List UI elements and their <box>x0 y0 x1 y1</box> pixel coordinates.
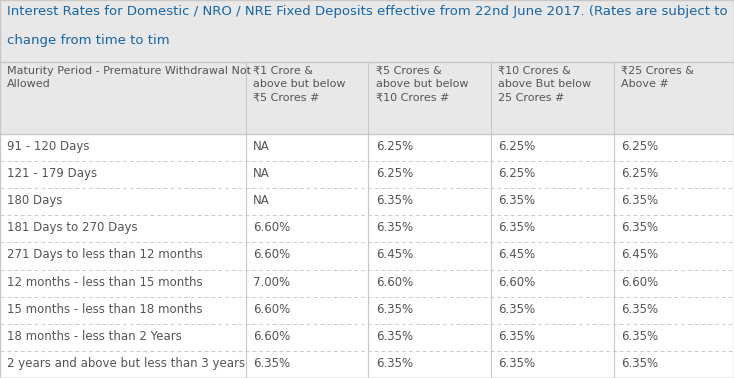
Text: 6.35%: 6.35% <box>621 330 658 343</box>
Text: 6.35%: 6.35% <box>376 357 413 370</box>
Text: 181 Days to 270 Days: 181 Days to 270 Days <box>7 221 138 234</box>
Text: 6.35%: 6.35% <box>498 357 536 370</box>
Text: 6.35%: 6.35% <box>376 303 413 316</box>
Text: 271 Days to less than 12 months: 271 Days to less than 12 months <box>7 248 203 262</box>
Text: 6.25%: 6.25% <box>621 140 658 153</box>
Text: 6.25%: 6.25% <box>498 140 536 153</box>
Text: NA: NA <box>253 140 270 153</box>
Bar <box>0 62 734 134</box>
Text: 6.60%: 6.60% <box>253 221 291 234</box>
Text: 6.45%: 6.45% <box>621 248 658 262</box>
Text: 6.45%: 6.45% <box>376 248 413 262</box>
Text: 6.60%: 6.60% <box>376 276 413 288</box>
Text: 6.35%: 6.35% <box>621 221 658 234</box>
Text: 6.25%: 6.25% <box>376 167 413 180</box>
Text: 6.35%: 6.35% <box>498 221 536 234</box>
Bar <box>0 0 734 62</box>
Text: 6.35%: 6.35% <box>498 303 536 316</box>
Text: 6.25%: 6.25% <box>376 140 413 153</box>
Text: 6.35%: 6.35% <box>253 357 291 370</box>
Text: 7.00%: 7.00% <box>253 276 291 288</box>
Text: 6.35%: 6.35% <box>376 221 413 234</box>
Text: 6.60%: 6.60% <box>253 303 291 316</box>
Text: 6.60%: 6.60% <box>253 330 291 343</box>
Text: ₹25 Crores &
Above #: ₹25 Crores & Above # <box>621 66 694 89</box>
Text: 6.35%: 6.35% <box>498 330 536 343</box>
Text: 6.35%: 6.35% <box>376 330 413 343</box>
Text: 6.35%: 6.35% <box>376 194 413 207</box>
Text: 15 months - less than 18 months: 15 months - less than 18 months <box>7 303 203 316</box>
Text: 12 months - less than 15 months: 12 months - less than 15 months <box>7 276 203 288</box>
Text: 6.35%: 6.35% <box>621 194 658 207</box>
Text: 18 months - less than 2 Years: 18 months - less than 2 Years <box>7 330 182 343</box>
Text: 6.45%: 6.45% <box>498 248 536 262</box>
Text: NA: NA <box>253 167 270 180</box>
Text: 91 - 120 Days: 91 - 120 Days <box>7 140 90 153</box>
Text: ₹10 Crores &
above But below
25 Crores #: ₹10 Crores & above But below 25 Crores # <box>498 66 592 103</box>
Text: 180 Days: 180 Days <box>7 194 63 207</box>
Text: 6.60%: 6.60% <box>498 276 536 288</box>
Text: Interest Rates for Domestic / NRO / NRE Fixed Deposits effective from 22nd June : Interest Rates for Domestic / NRO / NRE … <box>7 5 728 17</box>
Text: ₹1 Crore &
above but below
₹5 Crores #: ₹1 Crore & above but below ₹5 Crores # <box>253 66 346 103</box>
Text: 6.60%: 6.60% <box>621 276 658 288</box>
Text: NA: NA <box>253 194 270 207</box>
Text: 6.25%: 6.25% <box>621 167 658 180</box>
Text: 6.60%: 6.60% <box>253 248 291 262</box>
Text: 6.35%: 6.35% <box>621 357 658 370</box>
Text: ₹5 Crores &
above but below
₹10 Crores #: ₹5 Crores & above but below ₹10 Crores # <box>376 66 468 103</box>
Text: 6.35%: 6.35% <box>498 194 536 207</box>
Text: 6.35%: 6.35% <box>621 303 658 316</box>
Bar <box>0 134 734 378</box>
Text: change from time to tim: change from time to tim <box>7 34 170 47</box>
Text: 2 years and above but less than 3 years: 2 years and above but less than 3 years <box>7 357 245 370</box>
Text: 6.25%: 6.25% <box>498 167 536 180</box>
Text: 121 - 179 Days: 121 - 179 Days <box>7 167 98 180</box>
Text: Maturity Period - Premature Withdrawal Not
Allowed: Maturity Period - Premature Withdrawal N… <box>7 66 251 89</box>
